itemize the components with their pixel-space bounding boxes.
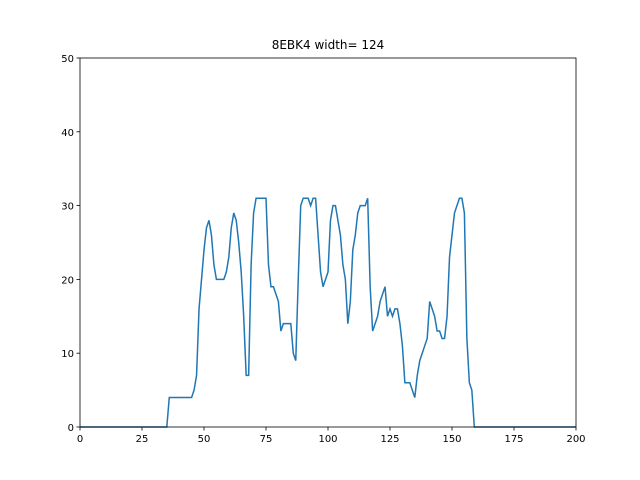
data-line: [80, 197, 576, 428]
y-tick-label: 0: [68, 423, 74, 434]
y-tick-label: 50: [61, 54, 74, 65]
x-tick-label: 175: [504, 434, 523, 445]
y-tick-label: 30: [61, 202, 74, 213]
x-tick-label: 75: [260, 434, 273, 445]
x-tick-label: 125: [380, 434, 399, 445]
x-tick-label: 50: [198, 434, 211, 445]
y-tick-label: 40: [61, 128, 74, 139]
plot-frame: [79, 57, 577, 428]
x-tick-label: 25: [136, 434, 149, 445]
x-tick-label: 150: [442, 434, 461, 445]
y-tick-label: 10: [61, 349, 74, 360]
y-tick-label: 20: [61, 275, 74, 286]
x-tick-label: 200: [566, 434, 585, 445]
x-tick-label: 100: [318, 434, 337, 445]
x-tick-label: 0: [77, 434, 83, 445]
chart-title: 8EBK4 width= 124: [272, 38, 385, 52]
